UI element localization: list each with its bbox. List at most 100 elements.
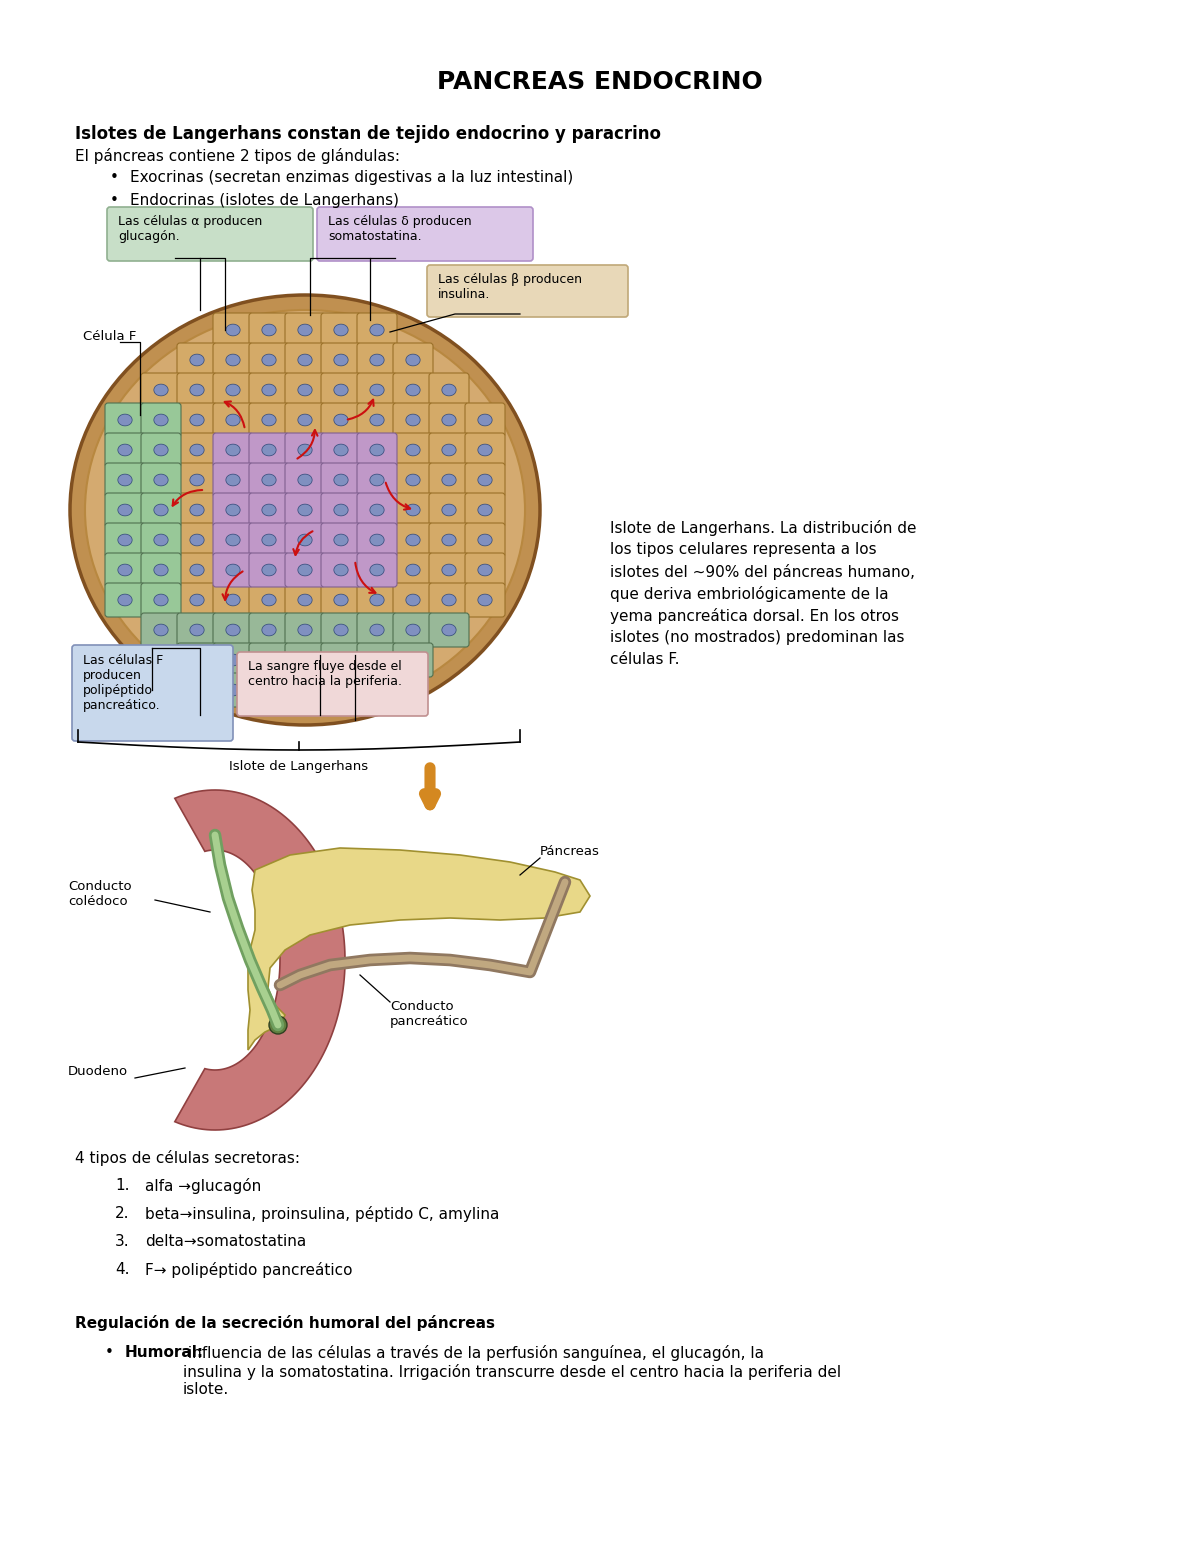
FancyBboxPatch shape [286,613,325,648]
FancyBboxPatch shape [178,463,217,497]
Ellipse shape [118,564,132,576]
FancyBboxPatch shape [430,582,469,617]
Text: alfa →glucagón: alfa →glucagón [145,1179,262,1194]
FancyBboxPatch shape [214,643,253,677]
FancyBboxPatch shape [214,582,253,617]
FancyBboxPatch shape [142,373,181,407]
FancyBboxPatch shape [430,553,469,587]
Text: Islote de Langerhans: Islote de Langerhans [229,759,368,773]
Ellipse shape [442,384,456,396]
Ellipse shape [334,325,348,335]
Ellipse shape [298,654,312,666]
Polygon shape [248,848,590,1050]
Ellipse shape [334,564,348,576]
FancyBboxPatch shape [466,433,505,467]
FancyBboxPatch shape [214,314,253,346]
Ellipse shape [154,415,168,426]
FancyBboxPatch shape [394,492,433,526]
Ellipse shape [370,505,384,516]
FancyBboxPatch shape [466,553,505,587]
Ellipse shape [406,564,420,576]
Ellipse shape [226,685,240,696]
Ellipse shape [370,354,384,367]
Text: Endocrinas (islotes de Langerhans): Endocrinas (islotes de Langerhans) [130,193,398,208]
Ellipse shape [226,534,240,547]
Ellipse shape [334,595,348,606]
FancyBboxPatch shape [238,652,428,716]
Ellipse shape [226,564,240,576]
Ellipse shape [226,325,240,335]
Ellipse shape [442,624,456,635]
Ellipse shape [334,624,348,635]
Ellipse shape [154,564,168,576]
Ellipse shape [262,384,276,396]
Ellipse shape [442,564,456,576]
Ellipse shape [478,474,492,486]
Text: Conducto
pancreático: Conducto pancreático [390,1000,469,1028]
FancyBboxPatch shape [394,613,433,648]
FancyBboxPatch shape [322,402,361,436]
FancyBboxPatch shape [214,553,253,587]
FancyBboxPatch shape [322,613,361,648]
FancyBboxPatch shape [358,492,397,526]
Text: los tipos celulares representa a los: los tipos celulares representa a los [610,542,877,558]
Ellipse shape [85,311,526,710]
FancyBboxPatch shape [322,463,361,497]
FancyBboxPatch shape [394,373,433,407]
Ellipse shape [118,444,132,457]
Text: Regulación de la secreción humoral del páncreas: Regulación de la secreción humoral del p… [74,1315,496,1331]
Text: Las células F
producen
polipéptido
pancreático.: Las células F producen polipéptido pancr… [83,654,163,711]
FancyBboxPatch shape [106,433,145,467]
FancyBboxPatch shape [317,207,533,261]
FancyBboxPatch shape [322,643,361,677]
Ellipse shape [298,505,312,516]
FancyBboxPatch shape [178,582,217,617]
FancyBboxPatch shape [358,582,397,617]
FancyBboxPatch shape [286,314,325,346]
Ellipse shape [262,595,276,606]
Ellipse shape [226,595,240,606]
FancyBboxPatch shape [394,463,433,497]
Text: que deriva embriológicamente de la: que deriva embriológicamente de la [610,585,889,603]
Ellipse shape [226,444,240,457]
FancyBboxPatch shape [466,582,505,617]
Ellipse shape [406,624,420,635]
FancyBboxPatch shape [178,613,217,648]
Ellipse shape [262,685,276,696]
FancyBboxPatch shape [394,643,433,677]
FancyBboxPatch shape [214,343,253,377]
FancyBboxPatch shape [250,343,289,377]
FancyBboxPatch shape [358,314,397,346]
FancyBboxPatch shape [250,314,289,346]
Ellipse shape [406,505,420,516]
Text: Exocrinas (secretan enzimas digestivas a la luz intestinal): Exocrinas (secretan enzimas digestivas a… [130,169,574,185]
Ellipse shape [442,444,456,457]
Ellipse shape [442,415,456,426]
Ellipse shape [298,624,312,635]
Ellipse shape [154,624,168,635]
FancyBboxPatch shape [214,402,253,436]
FancyBboxPatch shape [250,553,289,587]
Ellipse shape [190,564,204,576]
Ellipse shape [118,415,132,426]
Ellipse shape [262,474,276,486]
FancyBboxPatch shape [430,613,469,648]
Ellipse shape [334,685,348,696]
FancyBboxPatch shape [394,523,433,558]
Ellipse shape [298,474,312,486]
Ellipse shape [118,534,132,547]
Text: células F.: células F. [610,652,679,666]
Ellipse shape [190,595,204,606]
Ellipse shape [370,415,384,426]
Ellipse shape [262,564,276,576]
Text: La sangre fluye desde el
centro hacia la periferia.: La sangre fluye desde el centro hacia la… [248,660,402,688]
FancyBboxPatch shape [322,343,361,377]
Text: 3.: 3. [115,1235,130,1249]
FancyBboxPatch shape [466,492,505,526]
Ellipse shape [226,624,240,635]
Ellipse shape [262,415,276,426]
FancyBboxPatch shape [286,433,325,467]
Ellipse shape [370,325,384,335]
Ellipse shape [370,654,384,666]
FancyBboxPatch shape [178,553,217,587]
